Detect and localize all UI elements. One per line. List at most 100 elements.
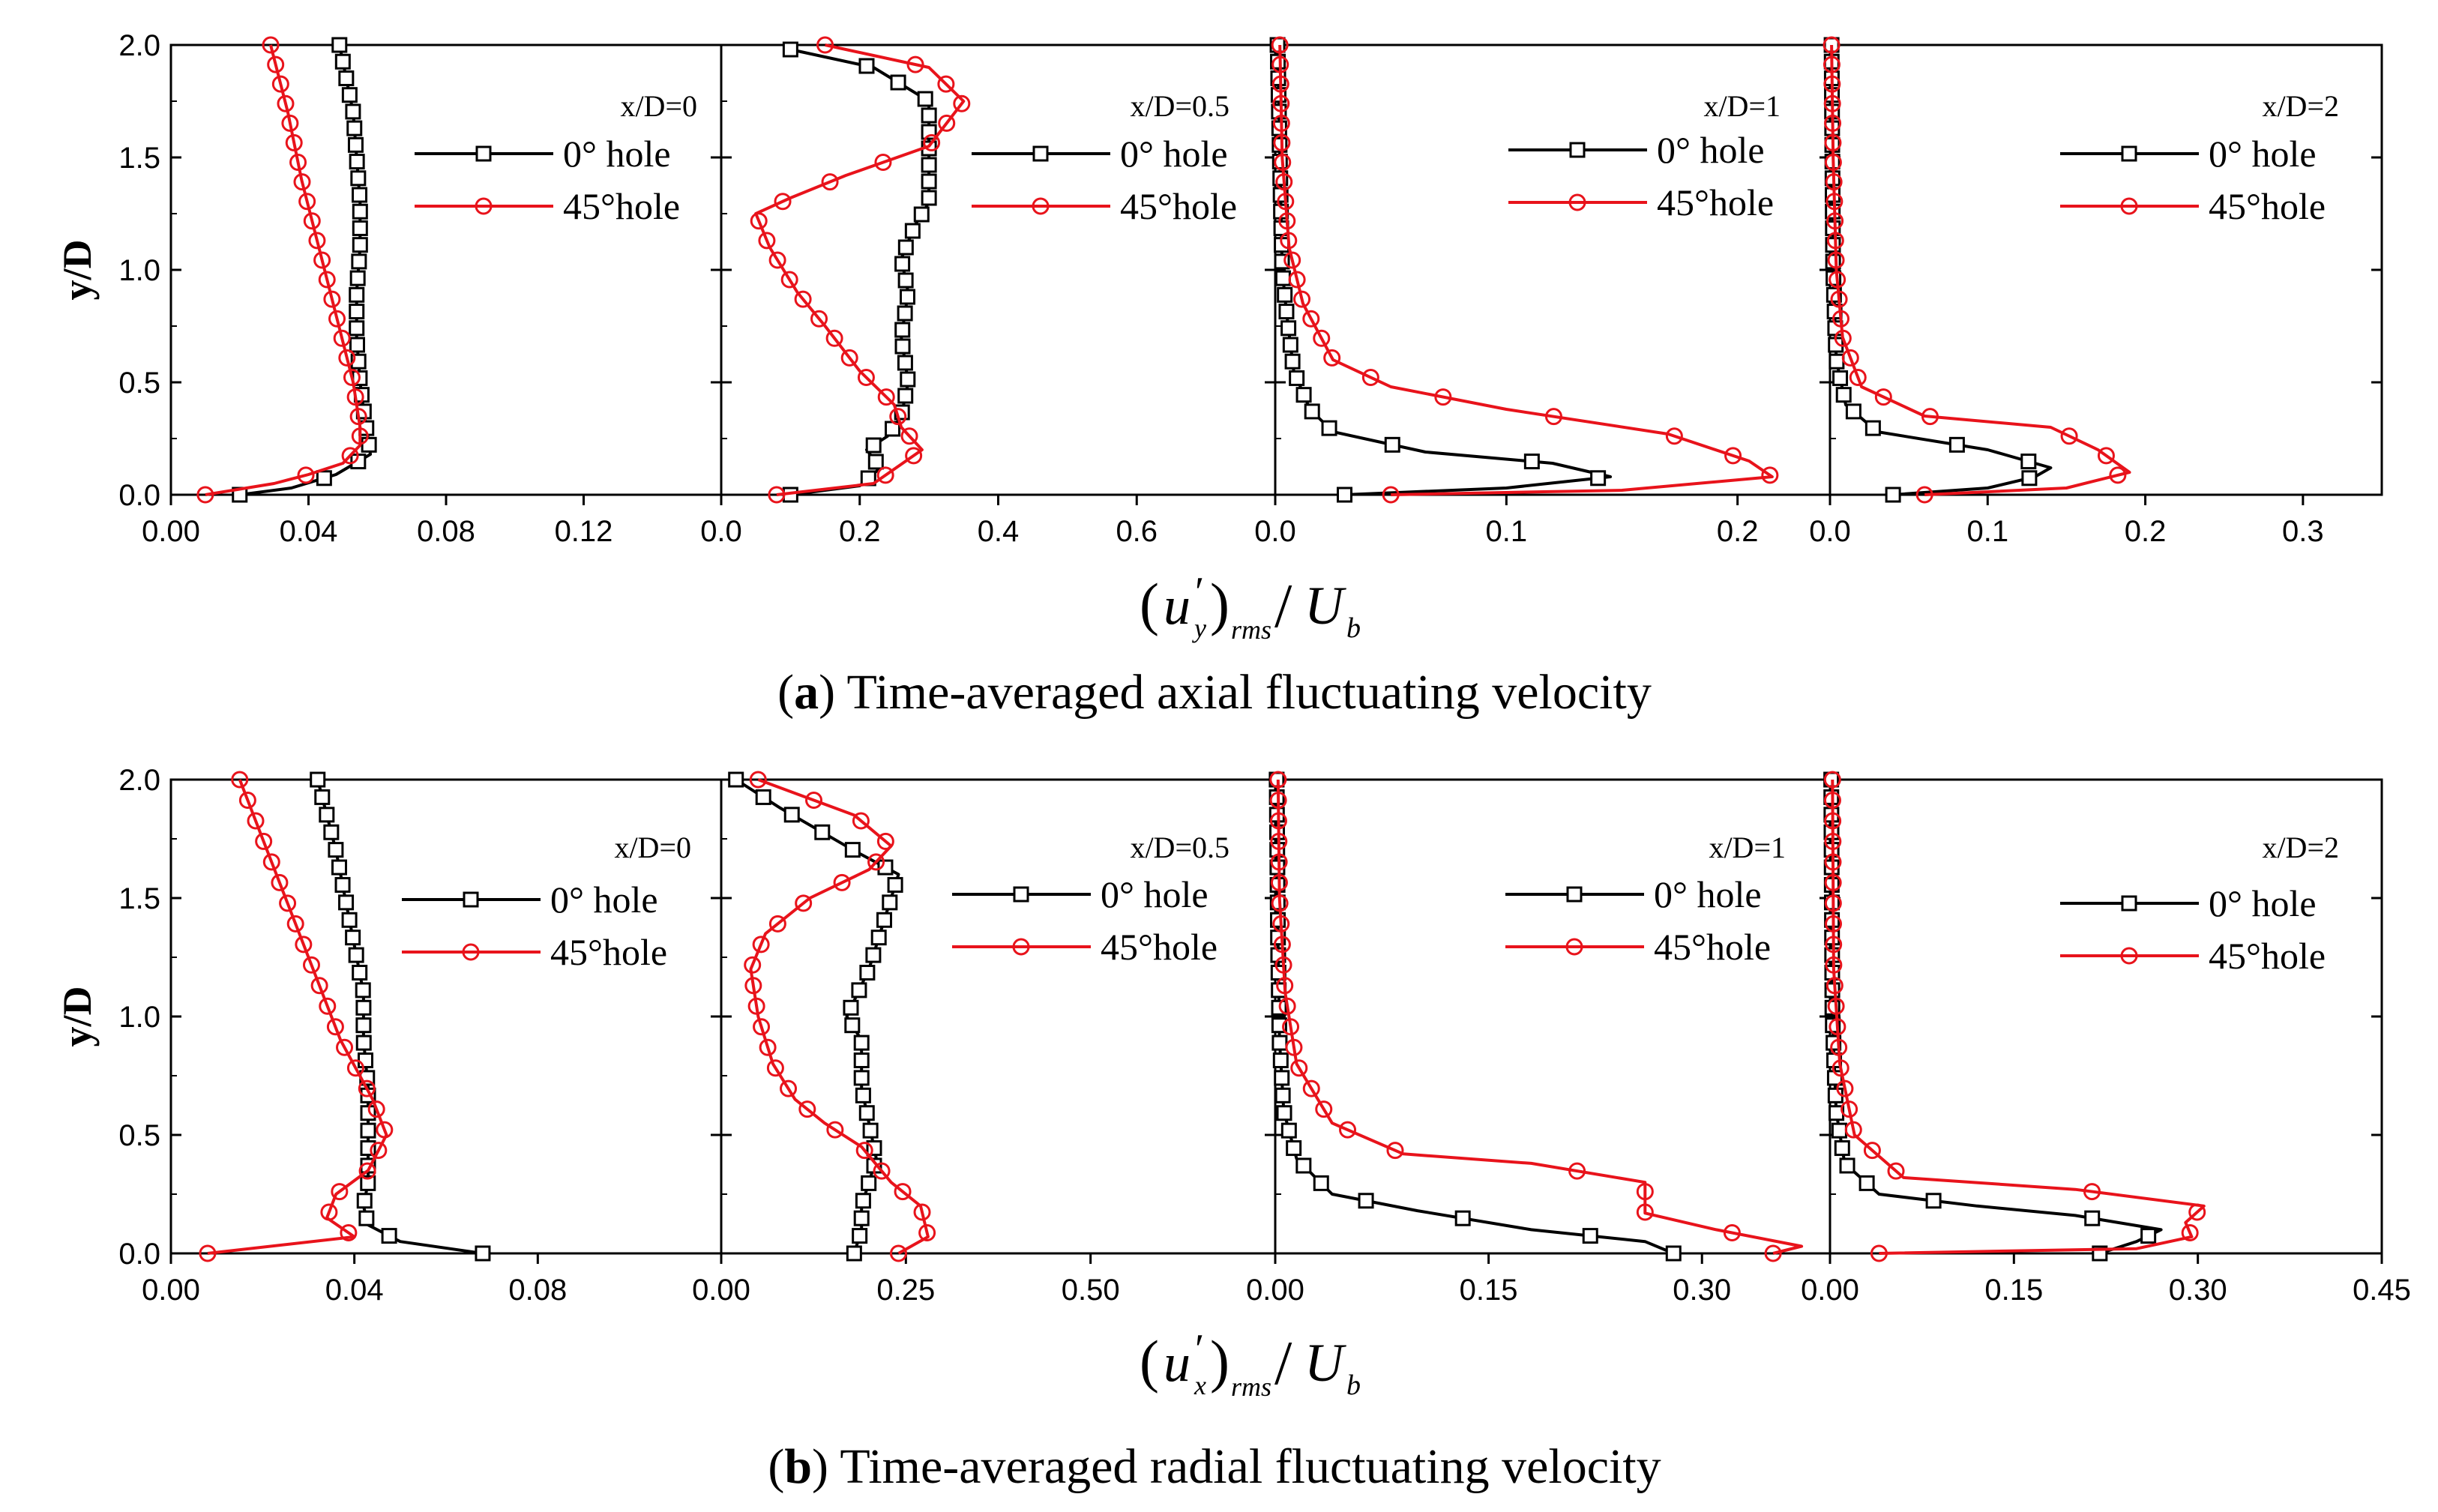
data-point-hole-0: [1828, 353, 1845, 370]
data-point-hole-45: [768, 915, 786, 933]
data-point-hole-0: [887, 876, 903, 893]
data-point-hole-45: [749, 771, 767, 789]
y-tick-label: 2.0: [118, 764, 160, 797]
data-point-hole-0: [855, 1193, 871, 1209]
x-tick-label: 0.30: [1673, 1274, 1731, 1307]
x-tick-label: 0.30: [2169, 1274, 2227, 1307]
x-tick-label: 0.6: [1116, 515, 1158, 548]
data-point-hole-45: [1270, 832, 1288, 850]
data-point-hole-45: [367, 1100, 385, 1118]
data-point-hole-45: [873, 1162, 891, 1180]
data-point-hole-0: [894, 256, 911, 272]
data-point-hole-45: [2181, 1224, 2199, 1242]
x-tick-label: 0.0: [1809, 515, 1851, 548]
svg-text:): ): [1210, 571, 1229, 636]
subplot-title: x/D=0: [614, 831, 691, 864]
data-point-hole-45: [876, 832, 894, 850]
x-tick-label: 0.12: [555, 515, 613, 548]
data-point-hole-45: [1272, 94, 1290, 112]
data-point-hole-45: [310, 977, 328, 995]
data-point-hole-0: [814, 824, 831, 840]
data-point-hole-0: [843, 999, 859, 1016]
data-point-hole-45: [1568, 1162, 1586, 1180]
y-tick-label: 1.5: [118, 142, 160, 175]
data-point-hole-45: [1823, 55, 1840, 73]
data-point-hole-45: [1830, 290, 1848, 308]
svg-text:′: ′: [1195, 569, 1204, 615]
data-point-hole-0: [1454, 1210, 1471, 1226]
data-point-hole-45: [1823, 791, 1841, 809]
data-point-hole-45: [1921, 408, 1939, 426]
data-point-hole-45: [913, 1203, 931, 1221]
data-point-hole-45: [2188, 1203, 2206, 1221]
data-point-hole-0: [358, 1210, 375, 1226]
data-point-hole-0: [310, 771, 326, 788]
data-point-hole-0: [1831, 1122, 1847, 1139]
x-tick-label: 0.0: [700, 515, 742, 548]
data-point-hole-0: [1582, 1228, 1598, 1244]
legend-label: 45°hole: [563, 185, 680, 227]
data-point-hole-45: [281, 114, 299, 132]
data-point-hole-0: [855, 1087, 871, 1103]
data-point-hole-45: [768, 251, 786, 269]
legend-label: 45°hole: [1120, 185, 1237, 227]
data-point-hole-0: [858, 58, 875, 74]
series-line-hole-45: [1831, 779, 2206, 1255]
data-point-hole-45: [267, 55, 285, 73]
data-point-hole-45: [1339, 1121, 1357, 1139]
data-point-hole-45: [752, 936, 770, 954]
data-point-hole-45: [271, 75, 289, 93]
data-point-hole-0: [1289, 370, 1305, 386]
data-point-hole-0: [921, 190, 937, 206]
subplot-b-1: 0.0 0.5 1.0 1.5 2.0 0.00 0.04 0.08 y/D x/D=0 0° ho…: [55, 764, 723, 1307]
data-point-hole-45: [780, 1079, 798, 1097]
data-point-hole-45: [358, 1162, 376, 1180]
data-point-hole-0: [1358, 1193, 1374, 1209]
data-point-hole-45: [905, 447, 923, 465]
legend-entry-hole-0: 0° hole: [2060, 882, 2317, 924]
data-point-hole-45: [262, 853, 280, 871]
data-point-hole-0: [858, 1105, 875, 1121]
data-point-hole-45: [2083, 1183, 2101, 1201]
svg-text:u: u: [1164, 576, 1191, 636]
y-tick-label: 0.5: [118, 367, 160, 400]
svg-text:(: (: [1140, 571, 1159, 636]
caption-a: (a) Time-averaged axial fluctuating velo…: [777, 665, 1652, 720]
data-point-hole-45: [867, 853, 885, 871]
data-point-hole-0: [1948, 436, 1965, 453]
data-point-hole-45: [333, 329, 351, 347]
data-point-hole-0: [897, 239, 914, 256]
data-point-hole-45: [1723, 1224, 1741, 1242]
legend-marker: [1032, 145, 1049, 162]
data-point-hole-45: [1285, 1038, 1303, 1056]
data-point-hole-45: [1825, 956, 1843, 974]
data-point-hole-0: [1274, 270, 1291, 286]
data-point-hole-45: [826, 1121, 844, 1139]
data-point-hole-0: [338, 70, 355, 86]
legend-marker: [2120, 197, 2138, 215]
data-point-hole-0: [783, 807, 800, 823]
data-point-hole-0: [334, 53, 351, 70]
data-point-hole-0: [1665, 1245, 1682, 1262]
data-point-hole-45: [1915, 486, 1933, 504]
data-point-hole-45: [1849, 368, 1867, 386]
data-point-hole-45: [1323, 349, 1341, 367]
data-point-hole-45: [295, 936, 313, 954]
data-point-hole-0: [323, 824, 340, 840]
data-point-hole-45: [1828, 271, 1846, 289]
svg-text:′: ′: [1195, 1326, 1204, 1373]
data-point-hole-0: [894, 322, 911, 338]
y-tick-label: 0.5: [118, 1119, 160, 1152]
svg-text:/: /: [1274, 571, 1292, 641]
data-point-hole-45: [1840, 1100, 1858, 1118]
data-point-hole-0: [352, 237, 368, 253]
data-point-hole-0: [1280, 320, 1297, 337]
legend-label: 45°hole: [1654, 926, 1771, 968]
series-line-hole-0: [1274, 779, 1675, 1255]
subplot-a-2: 0.0 0.2 0.4 0.6 x/D=0.5 0° hole 45°hole: [700, 36, 1277, 548]
data-point-hole-45: [1636, 1183, 1654, 1201]
data-point-hole-45: [1288, 271, 1306, 289]
legend-entry-hole-45: 45°hole: [1505, 926, 1771, 968]
data-point-hole-45: [328, 310, 346, 328]
